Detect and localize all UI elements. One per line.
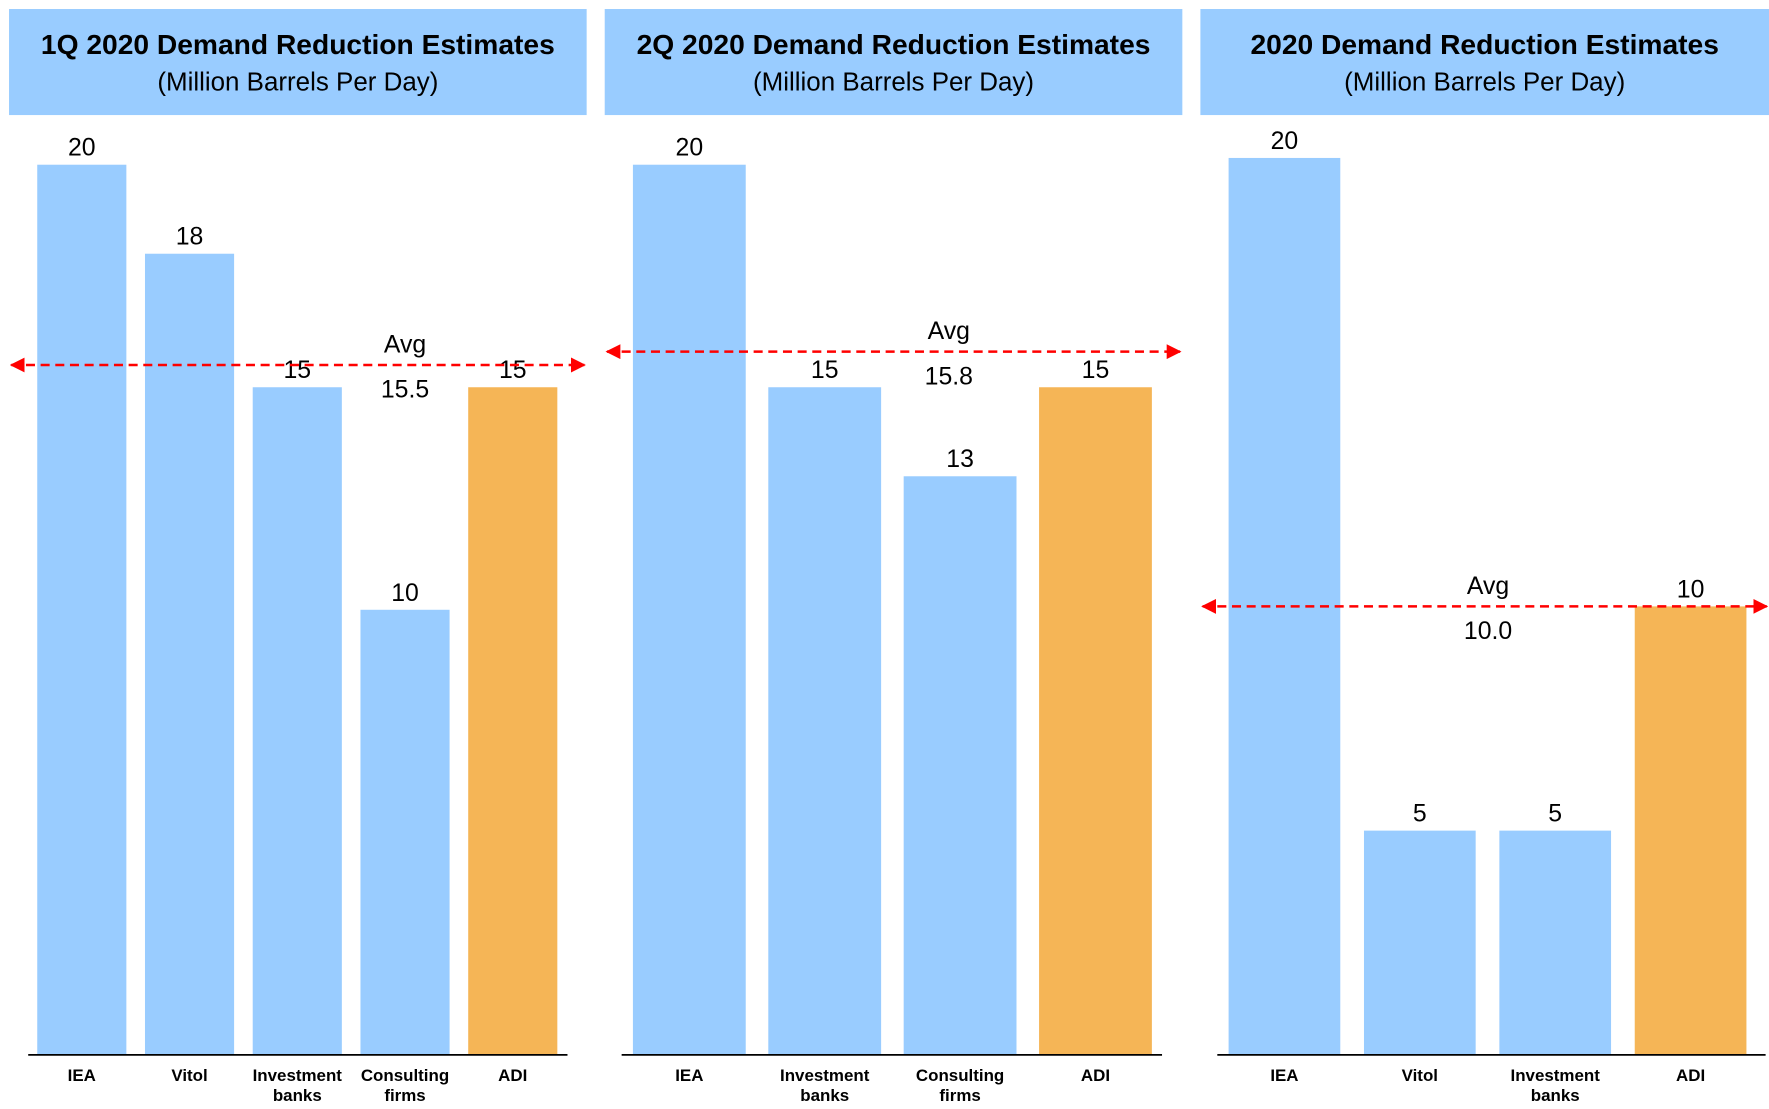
value-label: 15 — [283, 357, 311, 384]
bar — [144, 253, 235, 1055]
chart-title: 2020 Demand Reduction Estimates — [1250, 28, 1718, 60]
x-label-box: IEA — [1270, 1066, 1299, 1086]
value-label: 15 — [1082, 357, 1110, 384]
bar — [360, 609, 450, 1055]
header-box — [1200, 9, 1769, 116]
value-label: 20 — [676, 135, 704, 162]
average-value: 15.8 — [925, 363, 973, 390]
average-text: Avg — [1467, 573, 1509, 600]
x-label-box: Investment banks — [780, 1066, 870, 1106]
chart-title: 2Q 2020 Demand Reduction Estimates — [637, 28, 1151, 60]
value-label: 15 — [811, 357, 839, 384]
x-tick-label: IEA — [1270, 1066, 1299, 1086]
value-label: 5 — [1413, 801, 1427, 828]
average-value: 15.5 — [381, 377, 429, 404]
x-label-box: Consulting firms — [915, 1066, 1005, 1106]
value-label: 5 — [1548, 801, 1562, 828]
average-value: 10.0 — [1464, 618, 1512, 645]
x-label-box: IEA — [67, 1066, 96, 1086]
x-tick-label: ADI — [1676, 1066, 1706, 1086]
bar — [1634, 606, 1747, 1055]
chart-subtitle: (Million Barrels Per Day) — [157, 68, 438, 96]
average-text: Avg — [928, 318, 970, 345]
x-tick-label: ADI — [1080, 1066, 1111, 1086]
x-tick-label: Vitol — [1401, 1066, 1438, 1086]
x-label-box: IEA — [675, 1066, 704, 1086]
chart-subtitle: (Million Barrels Per Day) — [1344, 68, 1625, 96]
header-box — [9, 9, 587, 116]
x-tick-label: Investment banks — [780, 1066, 870, 1106]
bar — [768, 387, 882, 1055]
value-label: 15 — [499, 357, 527, 384]
value-label: 13 — [946, 446, 974, 473]
chart-subtitle: (Million Barrels Per Day) — [753, 68, 1034, 96]
x-label-box: Investment banks — [1510, 1066, 1600, 1106]
bar — [468, 387, 558, 1055]
value-label: 18 — [176, 224, 204, 251]
x-label-box: Vitol — [1401, 1066, 1438, 1086]
x-tick-label: Consulting firms — [915, 1066, 1005, 1106]
bar — [903, 476, 1017, 1055]
bar — [632, 164, 746, 1055]
x-label-box: ADI — [1080, 1066, 1111, 1086]
chart-title: 1Q 2020 Demand Reduction Estimates — [41, 28, 555, 60]
x-label-box: Consulting firms — [360, 1066, 450, 1106]
x-tick-label: Investment banks — [1510, 1066, 1600, 1106]
bar — [37, 164, 127, 1055]
x-label-box: ADI — [498, 1066, 528, 1086]
x-tick-label: IEA — [675, 1066, 704, 1086]
value-label: 10 — [391, 580, 419, 607]
x-tick-label: Consulting firms — [360, 1066, 450, 1106]
x-label-box: Vitol — [171, 1066, 208, 1086]
value-label: 20 — [1271, 128, 1299, 155]
x-tick-label: Investment banks — [252, 1066, 342, 1106]
bar — [1039, 387, 1152, 1055]
value-label: 10 — [1677, 576, 1705, 603]
x-tick-label: Vitol — [171, 1066, 208, 1086]
x-tick-label: IEA — [67, 1066, 96, 1086]
header-box — [604, 9, 1183, 116]
value-label: 20 — [68, 135, 96, 162]
x-tick-label: ADI — [498, 1066, 528, 1086]
x-label-box: Investment banks — [252, 1066, 342, 1106]
bar — [1363, 830, 1476, 1055]
bar — [252, 387, 342, 1055]
average-text: Avg — [384, 332, 426, 359]
bar — [1499, 830, 1612, 1055]
x-label-box: ADI — [1676, 1066, 1706, 1086]
